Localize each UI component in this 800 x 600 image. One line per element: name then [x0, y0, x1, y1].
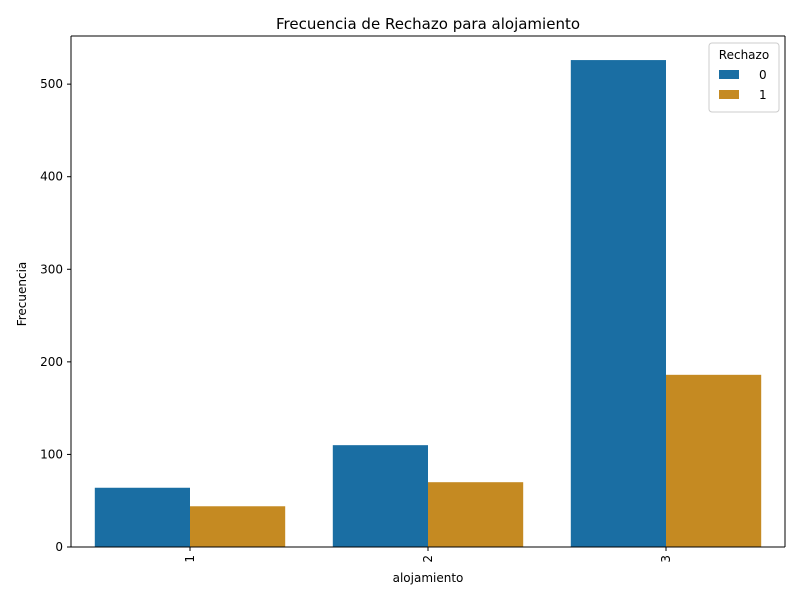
bar-series-1-1 [190, 506, 286, 547]
y-tick-label: 500 [40, 77, 63, 91]
y-tick-label: 200 [40, 355, 63, 369]
y-tick-label: 400 [40, 170, 63, 184]
y-tick-label: 100 [40, 447, 63, 461]
chart-title: Frecuencia de Rechazo para alojamiento [276, 15, 580, 33]
legend-label-1: 1 [759, 88, 767, 102]
bar-series-1-3 [666, 374, 762, 547]
y-axis-label: Frecuencia [15, 262, 29, 327]
plot-area [94, 60, 762, 547]
bar-series-0-1 [94, 487, 190, 547]
legend-swatch-0 [719, 70, 739, 79]
x-axis-label: alojamiento [393, 571, 464, 585]
legend-swatch-1 [719, 90, 739, 99]
bar-series-0-3 [570, 60, 666, 547]
y-tick-label: 0 [55, 540, 63, 554]
axes: 0 100 200 300 400 500 1 2 3 [40, 35, 786, 563]
bar-series-0-2 [332, 445, 428, 547]
x-tick-label: 3 [659, 555, 673, 563]
y-tick-label: 300 [40, 262, 63, 276]
legend: Rechazo 0 1 [708, 42, 780, 113]
x-tick-label: 1 [183, 555, 197, 563]
legend-label-0: 0 [759, 68, 767, 82]
bar-series-1-2 [428, 482, 524, 547]
x-tick-label: 2 [421, 555, 435, 563]
legend-title: Rechazo [719, 48, 769, 62]
